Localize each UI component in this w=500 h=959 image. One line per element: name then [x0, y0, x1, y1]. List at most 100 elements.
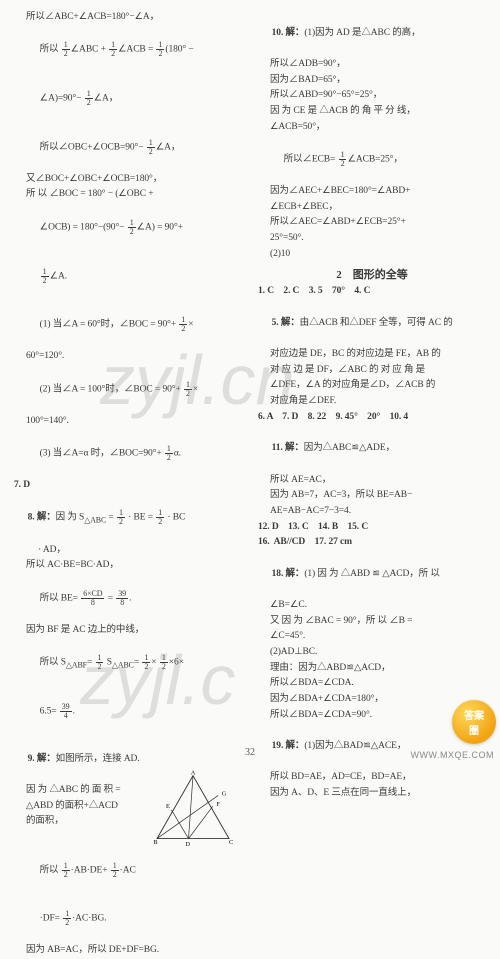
text: 所以 BE= 6×CD8 = 398.: [14, 574, 242, 623]
fraction-half: 12: [165, 445, 173, 462]
t: ∠ABC +: [71, 45, 108, 55]
text: ∠C=45°.: [258, 629, 486, 645]
t: ∠A.: [50, 271, 67, 281]
fraction-half: 12: [41, 268, 49, 285]
answers-16-17: 16. AB//CD 17. 27 cm: [258, 535, 486, 551]
text: ∠A)=90°− 12∠A，: [14, 74, 242, 123]
fig-C: C: [229, 839, 233, 846]
t: ∠A) = 90°+: [137, 222, 183, 232]
section-heading: 2 图形的全等: [258, 266, 486, 282]
fraction-half: 12: [339, 151, 347, 168]
text: 10. 解：(1)因为 AD 是△ABC 的高，: [258, 10, 486, 57]
fraction: 394: [60, 703, 72, 720]
fraction-half: 12: [142, 654, 150, 671]
t: (180° −: [165, 45, 193, 55]
fraction-half: 12: [62, 862, 70, 879]
text: ∠DFE，∠A 的对应角是∠D，∠ACB 的: [258, 378, 486, 394]
text: 100°=140°.: [14, 414, 242, 430]
text: 12∠A.: [14, 252, 242, 301]
text: 因 为 CE 是 △ACB 的 角 平 分 线，: [258, 104, 486, 120]
t: ×: [151, 658, 159, 668]
answers-12-15: 12. D 13. C 14. B 15. C: [258, 520, 486, 536]
t: ·AC: [120, 865, 136, 875]
label-8: 8. 解：: [28, 513, 56, 523]
text: 所以∠ECB= 12∠ACB=25°，: [258, 135, 486, 184]
label-11: 11. 解：: [272, 443, 304, 453]
text: 所以 12·AB·DE+ 12·AC: [14, 846, 242, 895]
fraction-half: 12: [156, 509, 164, 526]
t: (3) 当∠A=α 时，∠BOC=90°+: [40, 449, 164, 459]
text: 所以∠BDA=∠CDA.: [258, 676, 486, 692]
text: 所以 AC·BE=BC·AD，: [14, 558, 242, 574]
text: 对 应 边 是 DF，∠ABC 的 对 应 角 是: [258, 363, 486, 379]
fraction-half: 12: [85, 90, 93, 107]
fig-A: A: [191, 770, 196, 777]
t: 所以: [40, 865, 61, 875]
fraction-half: 12: [156, 41, 164, 58]
t: S: [104, 658, 111, 668]
t: .: [129, 593, 131, 603]
text: 所以 12∠ABC + 12∠ACB = 12(180° −: [14, 26, 242, 75]
text: ∠ACB=50°，: [258, 120, 486, 136]
text: AE=AB−AC=7−3=4.: [258, 504, 486, 520]
badge-top: 答案: [464, 707, 484, 722]
t: 所以∠ECB=: [284, 155, 338, 165]
text: 理由：因为△ABD≌△ACD，: [258, 661, 486, 677]
text: 因为 AB=AC，所以 DE+DF=BG.: [14, 943, 242, 959]
t: =: [87, 658, 95, 668]
text: 对应角是∠DEF.: [258, 394, 486, 410]
text: · AD，: [14, 543, 242, 559]
fraction-half: 12: [111, 862, 119, 879]
sub: △ABF: [66, 661, 87, 670]
t: .: [73, 707, 75, 717]
text: 所以 S△ABF= 12 S△ABC= 12× 12×6×: [14, 638, 242, 687]
fraction-half: 12: [62, 41, 70, 58]
badge-bottom: 圈: [469, 722, 479, 737]
t: (1)因为 AD 是△ABC 的高，: [304, 28, 420, 38]
answer-7: 7. D: [14, 478, 242, 494]
right-column: 10. 解：(1)因为 AD 是△ABC 的高， 所以∠ADB=90°， 因为∠…: [258, 10, 486, 734]
fraction-half: 12: [128, 219, 136, 236]
t: (1) 因 为 △ABD ≌ △ACD，所 以: [304, 569, 439, 579]
label-10: 10. 解：: [272, 28, 305, 38]
text: 所以 BD=AE，AD=CE，BD=AE，: [258, 770, 486, 786]
text: 8. 解：因 为 S△ABC = 12 · BE = 12 · BC: [14, 494, 242, 543]
t: 所以 S: [40, 658, 66, 668]
text: 25°=50°.: [258, 231, 486, 247]
t: 所以∠OBC+∠OCB=90°−: [40, 142, 146, 152]
fraction-half: 12: [109, 41, 117, 58]
t: =: [105, 593, 115, 603]
label-18: 18. 解：: [272, 569, 305, 579]
text: 因为 BF 是 AC 边上的中线，: [14, 623, 242, 639]
text: 因为∠BDA+∠CDA=180°，: [258, 692, 486, 708]
text: 对应边是 DE，BC 的对应边是 FE，AB 的: [258, 347, 486, 363]
t: ×6×: [169, 658, 184, 668]
t: ·DF=: [40, 914, 63, 924]
text: (2) 当∠A = 100°时，∠BOC = 90°+ 12×: [14, 365, 242, 414]
text: 因为∠BAD=65°，: [258, 73, 486, 89]
text: (3) 当∠A=α 时，∠BOC=90°+ 12α.: [14, 429, 242, 478]
text: 5. 解：由△ACB 和△DEF 全等，可得 AC 的: [258, 300, 486, 347]
fraction: 6×CD8: [81, 590, 104, 607]
text: 6.5= 394.: [14, 687, 242, 736]
t: (2) 当∠A = 100°时，∠BOC = 90°+: [40, 384, 183, 394]
t: ∠A，: [94, 94, 119, 104]
fraction-half: 12: [117, 509, 125, 526]
triangle-figure: A B C D E F G: [148, 770, 238, 846]
text: 所以∠ABC+∠ACB=180°−∠A，: [14, 10, 242, 26]
answers-1-4: 1. C 2. C 3. 5 70° 4. C: [258, 284, 486, 300]
fraction-half: 12: [184, 381, 192, 398]
text: (1) 当∠A = 60°时，∠BOC = 90°+ 12×: [14, 301, 242, 350]
text: (2)AD⊥BC.: [258, 645, 486, 661]
fraction-half: 12: [63, 910, 71, 927]
fig-G: G: [222, 790, 227, 797]
t: 所以 BE=: [40, 593, 81, 603]
t: ∠OCB) = 180°−(90°−: [40, 222, 127, 232]
t: ×: [188, 320, 193, 330]
t: 因 为 S: [56, 513, 85, 523]
text: 因为 A、D、E 三点在同一直线上，: [258, 786, 486, 802]
text: ·DF= 12·AC·BG.: [14, 895, 242, 944]
text: 又∠BOC+∠OBC+∠OCB=180°，: [14, 172, 242, 188]
t: =: [134, 658, 142, 668]
text: ∠OCB) = 180°−(90°− 12∠A) = 90°+: [14, 203, 242, 252]
